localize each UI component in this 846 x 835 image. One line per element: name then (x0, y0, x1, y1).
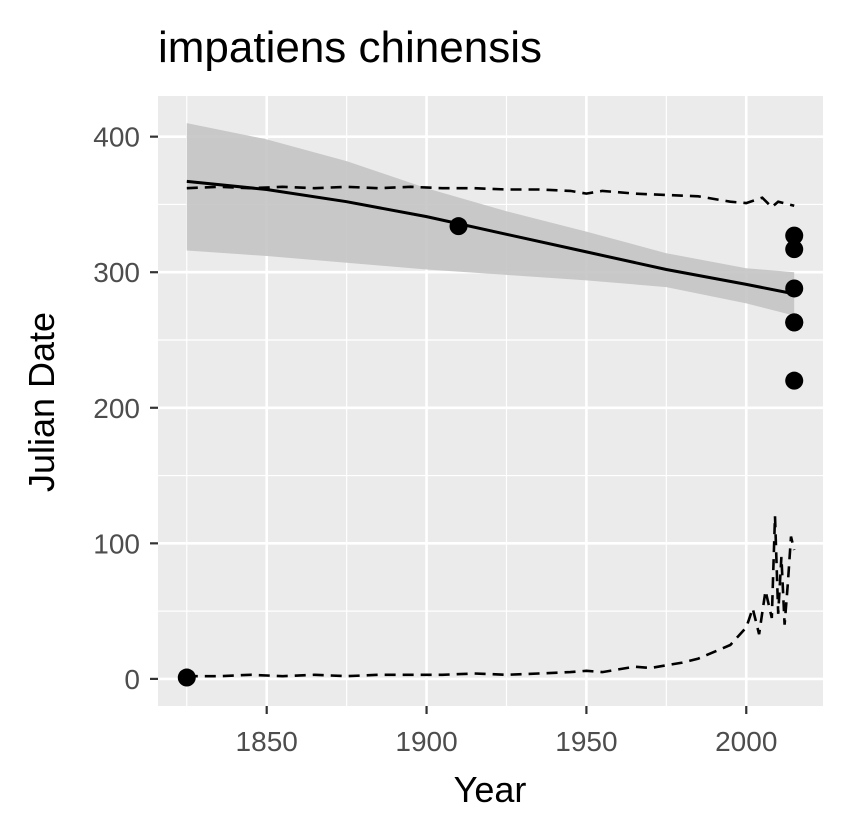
y-tick-label: 300 (93, 257, 140, 288)
data-point (785, 279, 804, 298)
confidence-band (186, 123, 795, 316)
x-axis-title: Year (454, 769, 527, 810)
data-point (785, 240, 804, 259)
x-tick-label: 1900 (395, 726, 457, 757)
chart-title: impatiens chinensis (158, 23, 542, 72)
data-point (785, 313, 804, 332)
y-tick-label: 400 (93, 122, 140, 153)
data-points (177, 217, 804, 687)
y-tick-label: 200 (93, 393, 140, 424)
y-tick-label: 0 (124, 664, 140, 695)
y-axis: 0 100 200 300 400 (93, 122, 158, 695)
y-tick-label: 100 (93, 528, 140, 559)
upper-dashed-line (186, 185, 795, 209)
trend-line (186, 179, 795, 296)
data-point (449, 217, 468, 236)
y-axis-title: Julian Date (21, 312, 62, 492)
x-tick-label: 2000 (715, 726, 777, 757)
x-tick-label: 1950 (555, 726, 617, 757)
x-tick-label: 1850 (236, 726, 298, 757)
data-point (785, 226, 804, 245)
x-axis: 1850 1900 1950 2000 (236, 706, 777, 757)
lower-dashed-line (186, 516, 796, 678)
data-point (785, 371, 804, 390)
data-point (177, 668, 196, 687)
